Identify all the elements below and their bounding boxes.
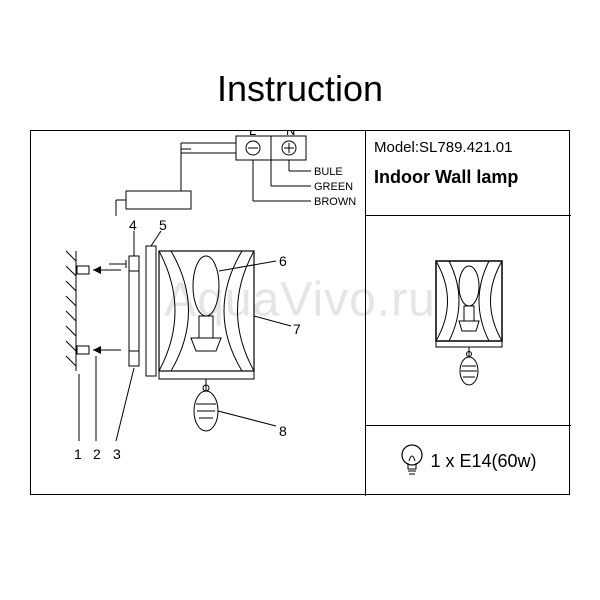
terminal-N-label: N bbox=[286, 131, 295, 138]
callout-7: 7 bbox=[293, 321, 301, 337]
wire-1-label: BULE bbox=[314, 166, 343, 178]
model-value: SL789.421.01 bbox=[419, 139, 512, 156]
assembly-panel: L N BULE GREEN BROWN bbox=[31, 131, 366, 496]
callout-2: 2 bbox=[93, 446, 101, 462]
model-info-panel: Model:SL789.421.01 Indoor Wall lamp bbox=[366, 131, 571, 216]
bulb-icon bbox=[400, 443, 424, 479]
callout-5: 5 bbox=[159, 217, 167, 233]
wiring-diagram: L N BULE GREEN BROWN bbox=[31, 131, 366, 216]
bulb-spec-text: 1 x E14(60w) bbox=[430, 451, 536, 472]
bulb-spec-panel: 1 x E14(60w) bbox=[366, 426, 571, 496]
product-thumbnail-panel bbox=[366, 216, 571, 426]
model-label: Model: bbox=[374, 139, 419, 156]
diagram-frame: L N BULE GREEN BROWN bbox=[30, 130, 570, 495]
wire-3-label: BROWN bbox=[314, 196, 356, 208]
callout-6: 6 bbox=[279, 253, 287, 269]
terminal-L-label: L bbox=[249, 131, 256, 138]
callout-8: 8 bbox=[279, 423, 287, 439]
product-name: Indoor Wall lamp bbox=[374, 164, 563, 191]
callout-3: 3 bbox=[113, 446, 121, 462]
page-title: Instruction bbox=[217, 68, 383, 110]
callout-1: 1 bbox=[74, 446, 82, 462]
lamp-thumbnail bbox=[424, 251, 514, 391]
callout-4: 4 bbox=[129, 217, 137, 233]
wire-2-label: GREEN bbox=[314, 181, 353, 193]
